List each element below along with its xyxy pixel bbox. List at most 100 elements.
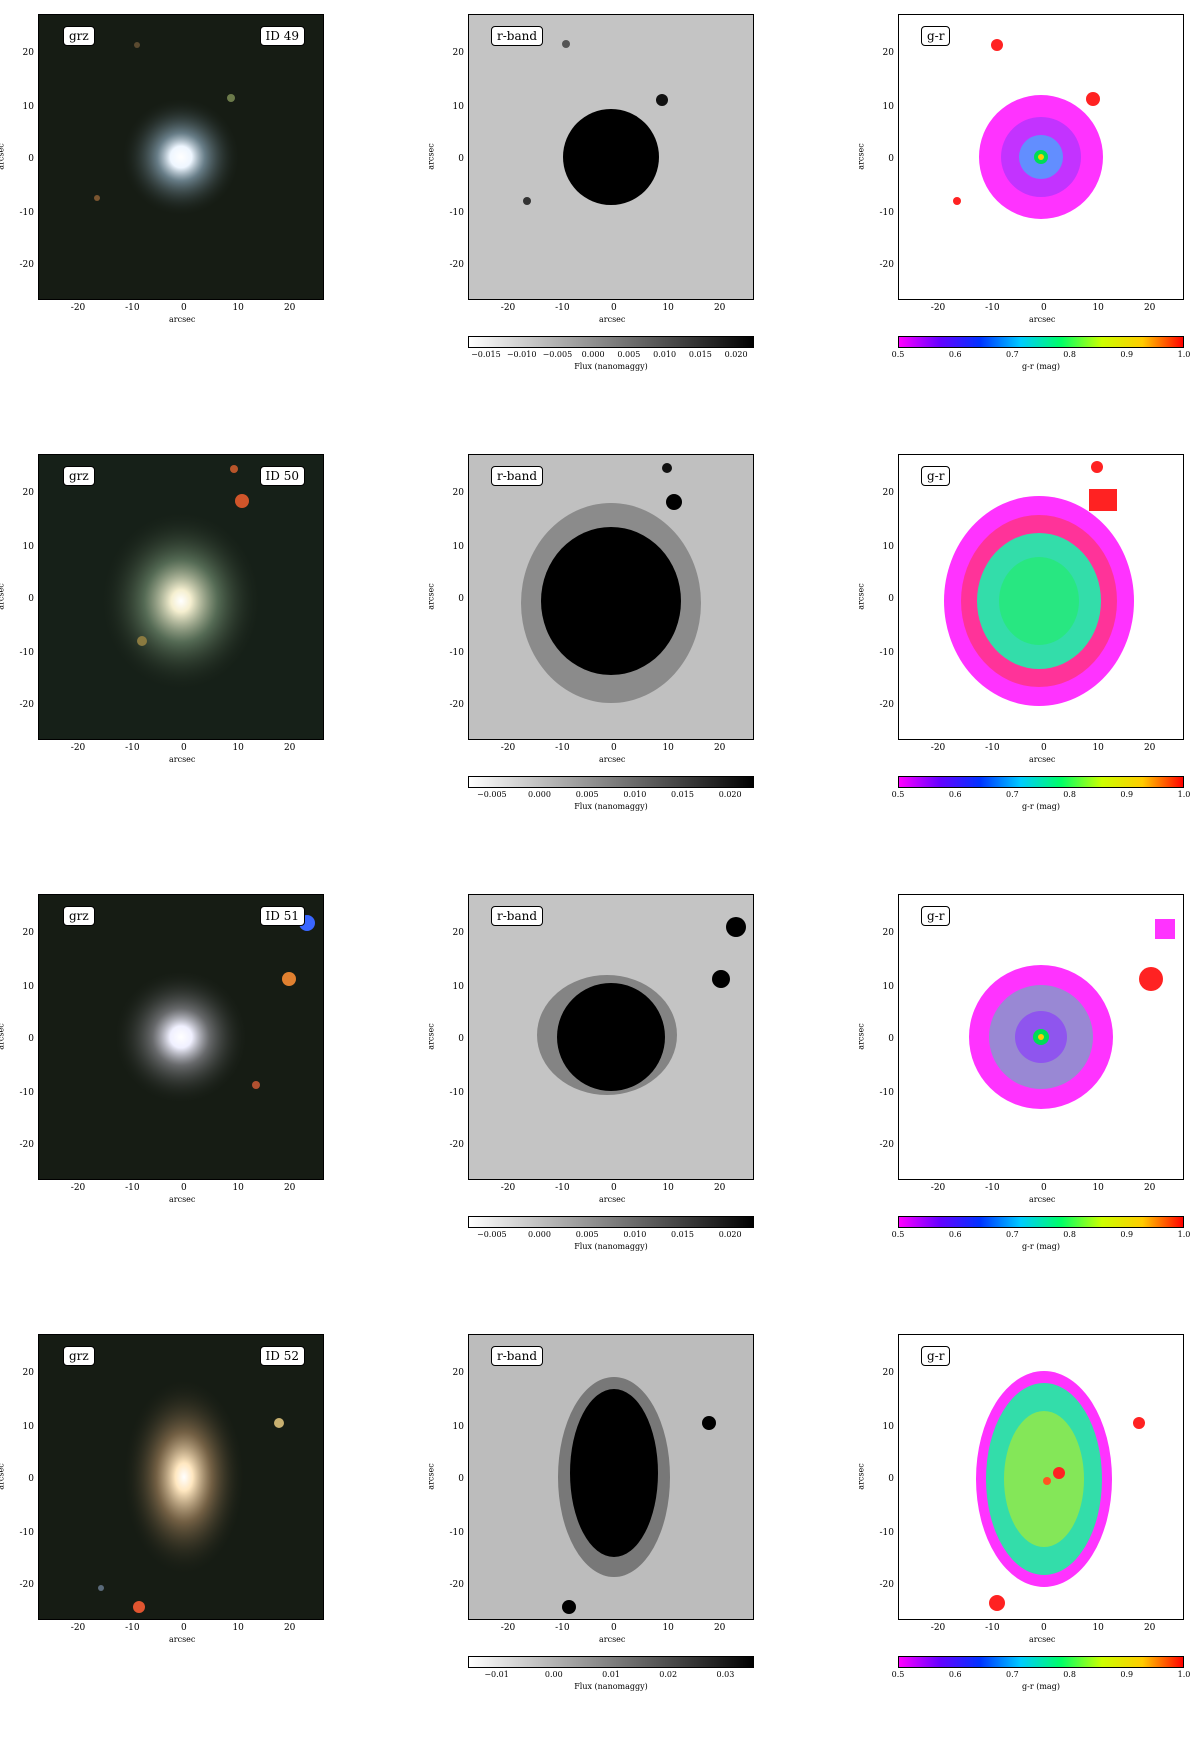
x-tick-label: 0 xyxy=(610,1623,617,1633)
y-tick-label: 20 xyxy=(452,928,464,939)
x-tick-label: 20 xyxy=(283,743,296,753)
grz-tag: grz xyxy=(63,466,95,486)
x-tick-label: 20 xyxy=(1143,743,1156,753)
y-tick-label: -20 xyxy=(879,699,895,710)
galaxy-id-tag: ID 50 xyxy=(259,466,305,486)
x-axis-label: arcsec xyxy=(169,755,196,764)
y-tick-label: -10 xyxy=(19,1088,35,1099)
x-axis-label: arcsec xyxy=(1029,755,1056,764)
galaxy-id-tag: ID 52 xyxy=(259,1346,305,1366)
x-tick-label: 20 xyxy=(283,303,296,313)
rband-colorbar-tick: −0.005 xyxy=(542,350,573,359)
grz-image-panel: grz ID 52 xyxy=(38,1334,324,1620)
galaxy-id-tag: ID 49 xyxy=(259,26,305,46)
y-tick-label: 10 xyxy=(882,102,894,113)
x-axis-label: arcsec xyxy=(169,1635,196,1644)
gr-colorbar xyxy=(898,1656,1184,1668)
x-tick-label: 0 xyxy=(180,1183,187,1193)
gr-colorbar-tick: 0.7 xyxy=(1006,350,1019,359)
gr-color-map xyxy=(969,919,1175,1109)
gr-colorbar-tick: 0.9 xyxy=(1120,1230,1134,1239)
y-tick-label: 10 xyxy=(22,1422,34,1433)
x-tick-label: -20 xyxy=(500,1623,516,1633)
x-tick-label: 10 xyxy=(662,1623,674,1633)
rband-colorbar-tick: −0.005 xyxy=(477,1230,507,1239)
y-tick-label: -20 xyxy=(19,259,35,270)
rband-colorbar-tick: 0.020 xyxy=(718,1230,742,1239)
x-tick-label: -10 xyxy=(985,1183,1000,1193)
x-tick-label: -10 xyxy=(555,1183,570,1193)
rband-image-panel: r-band xyxy=(468,1334,754,1620)
grz-galaxy-image xyxy=(39,455,323,739)
y-tick-label: 10 xyxy=(452,982,464,993)
y-tick-label: 0 xyxy=(888,1473,894,1484)
x-axis-label: arcsec xyxy=(599,1195,626,1204)
x-tick-label: -10 xyxy=(985,743,1000,753)
y-tick-label: -20 xyxy=(449,699,465,710)
gr-colorbar-tick: 0.9 xyxy=(1120,790,1134,799)
x-tick-label: 10 xyxy=(662,303,674,313)
gr-colorbar-tick: 1.0 xyxy=(1177,1230,1191,1239)
x-tick-label: -10 xyxy=(985,1623,1000,1633)
x-axis-label: arcsec xyxy=(599,755,626,764)
y-axis-label: arcsec xyxy=(0,1023,6,1050)
y-tick-label: 10 xyxy=(452,102,464,113)
grz-image-panel: grz ID 51 xyxy=(38,894,324,1180)
x-tick-label: 10 xyxy=(1092,743,1104,753)
rband-colorbar-tick: 0.005 xyxy=(575,1230,599,1239)
rband-colorbar-label: Flux (nanomaggy) xyxy=(574,1242,648,1251)
x-tick-label: 20 xyxy=(283,1623,296,1633)
gr-colorbar-tick: 0.6 xyxy=(948,1670,962,1679)
gr-colorbar-label: g-r (mag) xyxy=(1022,1682,1060,1691)
gr-colorbar-tick: 0.8 xyxy=(1063,1230,1076,1239)
x-tick-label: -20 xyxy=(930,1623,946,1633)
x-tick-label: -20 xyxy=(500,1183,516,1193)
grz-galaxy-image xyxy=(39,895,323,1179)
y-tick-label: -20 xyxy=(449,1139,465,1150)
rband-colorbar-tick: 0.01 xyxy=(602,1670,620,1679)
y-axis-label: arcsec xyxy=(0,1463,6,1490)
gr-color-panel: g-r xyxy=(898,454,1184,740)
x-tick-label: -10 xyxy=(555,303,570,313)
y-tick-label: 10 xyxy=(22,102,34,113)
grz-tag: grz xyxy=(63,26,95,46)
gr-colorbar-tick: 0.6 xyxy=(948,790,962,799)
rband-colorbar-tick: 0.020 xyxy=(718,790,742,799)
rband-colorbar-tick: −0.015 xyxy=(471,350,501,359)
x-tick-label: 0 xyxy=(1040,743,1047,753)
gr-tag: g-r xyxy=(921,1346,951,1366)
y-tick-label: 0 xyxy=(458,153,464,164)
rband-colorbar-tick: 0.010 xyxy=(623,1230,647,1239)
y-tick-label: 0 xyxy=(458,593,464,604)
x-tick-label: 10 xyxy=(1092,1623,1104,1633)
y-tick-label: -20 xyxy=(449,259,465,270)
figure-row-4: grz ID 52 r-band g-r xyxy=(0,1320,1200,1760)
x-tick-label: 0 xyxy=(1040,303,1047,313)
x-axis-label: arcsec xyxy=(1029,315,1056,324)
rband-colorbar-tick: 0.015 xyxy=(671,1230,694,1239)
rband-image-panel: r-band xyxy=(468,894,754,1180)
y-tick-label: 0 xyxy=(28,1033,34,1044)
y-tick-label: 10 xyxy=(22,542,34,553)
x-tick-label: 0 xyxy=(610,303,617,313)
gr-colorbar-tick: 0.6 xyxy=(948,1230,962,1239)
y-tick-label: -20 xyxy=(879,1579,895,1590)
y-axis-label: arcsec xyxy=(426,583,436,610)
y-tick-label: -20 xyxy=(879,259,895,270)
gr-colorbar-tick: 1.0 xyxy=(1177,790,1191,799)
x-axis-label: arcsec xyxy=(1029,1635,1056,1644)
gr-tag: g-r xyxy=(921,26,951,46)
rband-colorbar-tick: 0.010 xyxy=(653,350,677,359)
y-tick-label: 20 xyxy=(882,928,894,939)
gr-colorbar-label: g-r (mag) xyxy=(1022,1242,1060,1251)
grz-image-panel: grz ID 49 xyxy=(38,14,324,300)
x-tick-label: 20 xyxy=(1143,303,1156,313)
y-tick-label: 10 xyxy=(452,1422,464,1433)
x-tick-label: 0 xyxy=(180,303,187,313)
x-tick-label: -10 xyxy=(985,303,1000,313)
rband-galaxy-image xyxy=(469,15,753,299)
gr-colorbar-tick: 0.5 xyxy=(891,790,905,799)
gr-color-map xyxy=(953,39,1103,219)
x-tick-label: 0 xyxy=(180,743,187,753)
figure-row-3: grz ID 51 r-band g-r xyxy=(0,880,1200,1320)
